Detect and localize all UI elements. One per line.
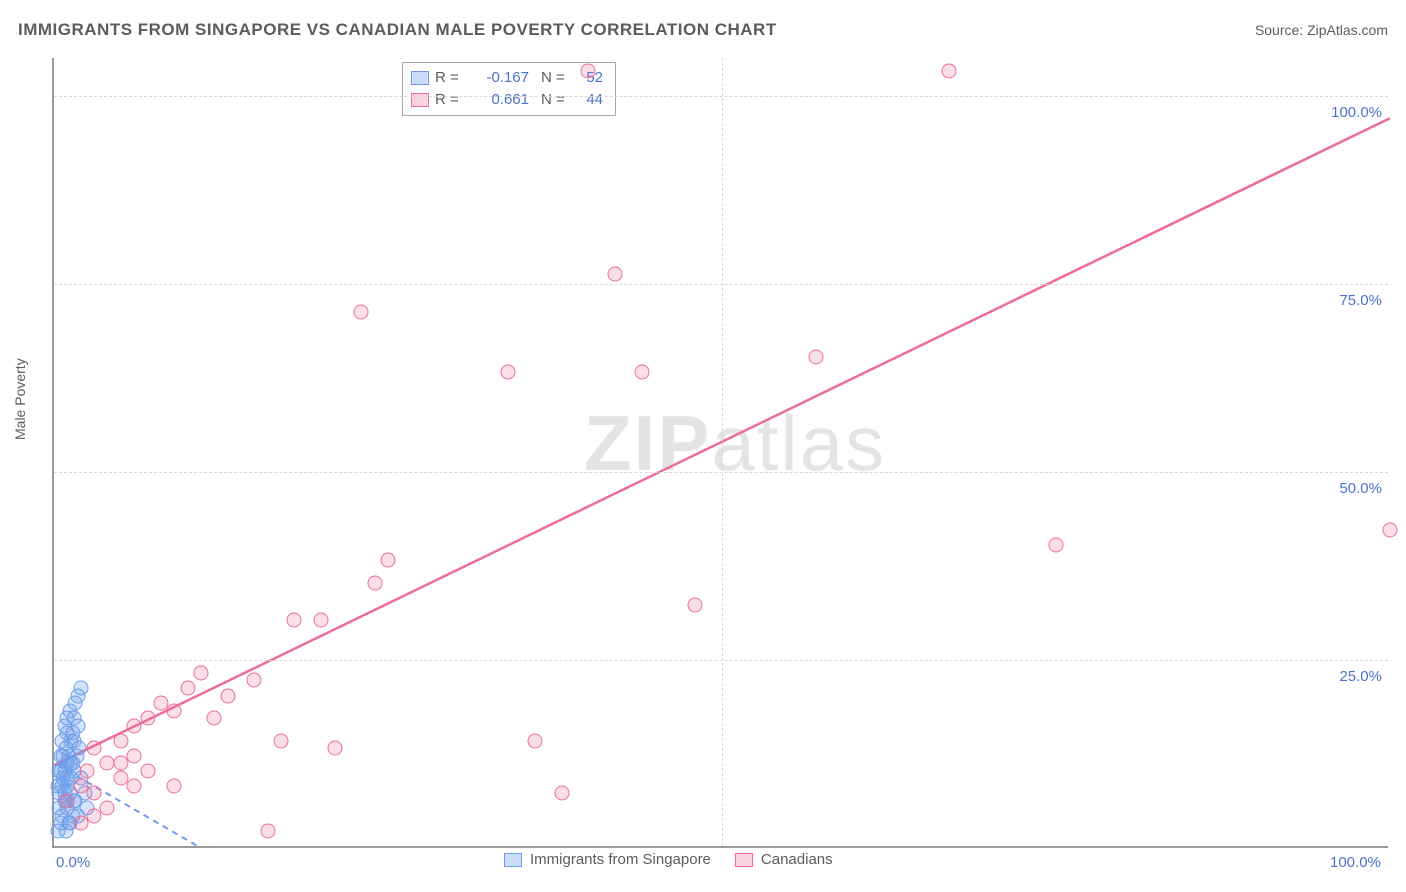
scatter-point <box>1049 538 1064 553</box>
legend-item: Canadians <box>735 851 833 868</box>
watermark: ZIPatlas <box>584 398 886 489</box>
scatter-point <box>220 688 235 703</box>
source-attribution: Source: ZipAtlas.com <box>1255 22 1388 38</box>
scatter-point <box>501 365 516 380</box>
x-tick-label: 100.0% <box>1330 854 1381 871</box>
scatter-point <box>608 267 623 282</box>
scatter-point <box>354 304 369 319</box>
legend-swatch <box>504 853 522 867</box>
scatter-point <box>64 756 79 771</box>
x-tick-label: 0.0% <box>56 854 90 871</box>
watermark-bold: ZIP <box>584 399 711 487</box>
scatter-point <box>87 786 102 801</box>
stats-r-label: R = <box>435 67 463 89</box>
stats-n-label: N = <box>541 67 567 89</box>
source-name: ZipAtlas.com <box>1307 22 1388 38</box>
scatter-point <box>127 718 142 733</box>
legend-label: Canadians <box>761 851 833 868</box>
scatter-point <box>314 613 329 628</box>
gridline-horizontal <box>54 472 1388 473</box>
scatter-point <box>73 681 88 696</box>
scatter-point <box>193 665 208 680</box>
legend-item: Immigrants from Singapore <box>504 851 711 868</box>
scatter-point <box>688 598 703 613</box>
gridline-horizontal <box>54 284 1388 285</box>
scatter-point <box>287 613 302 628</box>
watermark-rest: atlas <box>711 399 886 487</box>
y-axis-label: Male Poverty <box>12 358 28 440</box>
stats-n-label: N = <box>541 89 567 111</box>
scatter-point <box>1383 523 1398 538</box>
scatter-point <box>167 703 182 718</box>
series-legend: Immigrants from Singapore Canadians <box>504 851 833 868</box>
scatter-point <box>327 741 342 756</box>
scatter-point <box>87 808 102 823</box>
legend-swatch <box>411 71 429 85</box>
stats-r-label: R = <box>435 89 463 111</box>
stats-r-value: 0.661 <box>469 89 529 111</box>
legend-label: Immigrants from Singapore <box>530 851 711 868</box>
scatter-point <box>527 733 542 748</box>
scatter-point <box>367 575 382 590</box>
scatter-point <box>808 349 823 364</box>
legend-swatch <box>735 853 753 867</box>
scatter-point <box>140 711 155 726</box>
stats-n-value: 44 <box>573 89 603 111</box>
scatter-point <box>127 778 142 793</box>
scatter-point <box>60 793 75 808</box>
scatter-plot: ZIPatlas R =-0.167N =52R =0.661N =44 Imm… <box>52 58 1388 848</box>
scatter-point <box>634 365 649 380</box>
chart-title: IMMIGRANTS FROM SINGAPORE VS CANADIAN MA… <box>18 20 777 40</box>
scatter-point <box>167 778 182 793</box>
stats-r-value: -0.167 <box>469 67 529 89</box>
stats-legend-row: R = 0.661 N = 44 <box>411 89 603 111</box>
scatter-point <box>80 763 95 778</box>
scatter-point <box>381 553 396 568</box>
gridline-horizontal <box>54 96 1388 97</box>
gridline-horizontal <box>54 660 1388 661</box>
scatter-point <box>247 673 262 688</box>
scatter-point <box>87 741 102 756</box>
y-tick-label: 50.0% <box>1339 480 1382 497</box>
scatter-point <box>180 681 195 696</box>
scatter-point <box>260 823 275 838</box>
scatter-point <box>581 64 596 79</box>
scatter-point <box>100 801 115 816</box>
scatter-point <box>274 733 289 748</box>
gridline-vertical <box>722 58 723 846</box>
y-tick-label: 100.0% <box>1331 104 1382 121</box>
scatter-point <box>71 718 86 733</box>
y-tick-label: 75.0% <box>1339 292 1382 309</box>
scatter-point <box>140 763 155 778</box>
scatter-point <box>207 711 222 726</box>
scatter-point <box>113 756 128 771</box>
scatter-point <box>73 816 88 831</box>
y-tick-label: 25.0% <box>1339 668 1382 685</box>
scatter-point <box>127 748 142 763</box>
scatter-point <box>113 733 128 748</box>
scatter-point <box>942 64 957 79</box>
scatter-point <box>67 733 82 748</box>
stats-legend-row: R =-0.167N =52 <box>411 67 603 89</box>
source-label: Source: <box>1255 22 1307 38</box>
scatter-point <box>554 786 569 801</box>
